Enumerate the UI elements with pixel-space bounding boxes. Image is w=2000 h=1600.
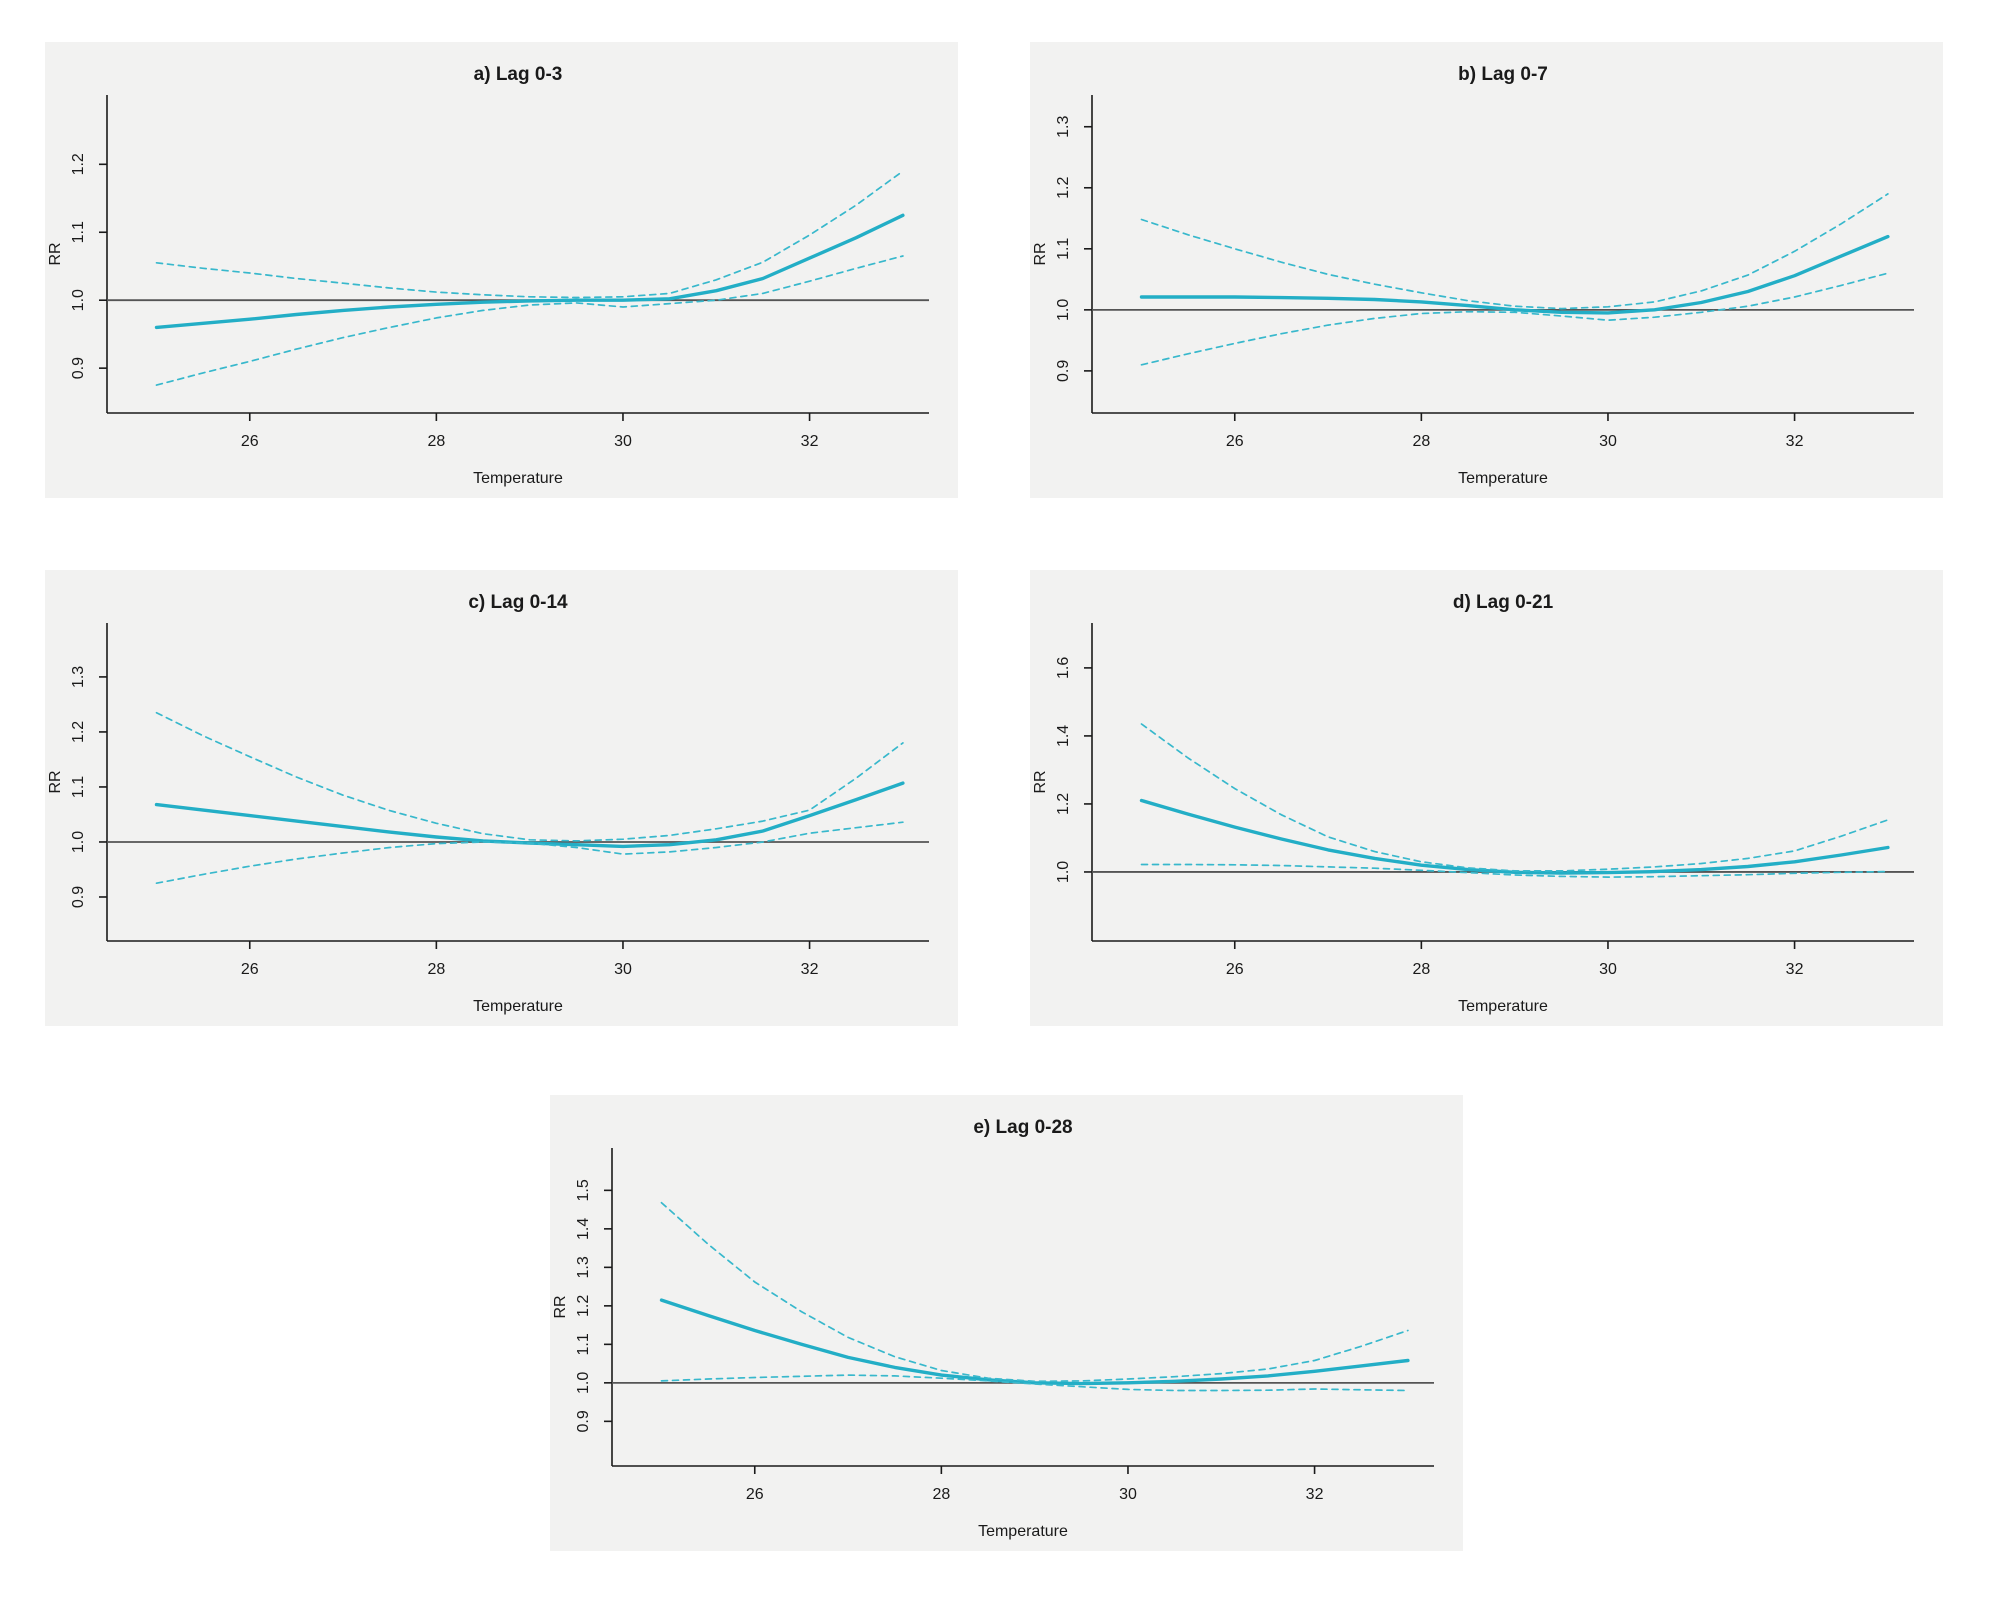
y-tick-label: 1.2: [575, 1295, 592, 1317]
rr-curve: [1139, 234, 1890, 315]
panel-lag-0-3: a) Lag 0-3 26 28 30 32 0.9 1.0 1.1 1.2 Temperatur…: [45, 42, 958, 498]
panel-lag-0-14: c) Lag 0-14 26 28 30 32 0.9 1.0 1.1 1.2 1.3 Temper…: [45, 570, 958, 1026]
y-tick-label: 1.1: [575, 1333, 592, 1355]
y-tick-label: 1.4: [1055, 725, 1072, 747]
panel-lag-0-21: d) Lag 0-21 26 28 30 32 1.0 1.2 1.4 1.6 Temperatu…: [1030, 570, 1943, 1026]
chart-svg-e: e) Lag 0-28 26 28 30 32 0.9 1.0 1.1 1.2 1.3 1.4 1.5…: [552, 1117, 1434, 1540]
x-tick-label: 32: [1786, 961, 1804, 978]
ci-lower-curve: [660, 1374, 1409, 1392]
x-tick-label: 28: [1412, 433, 1430, 450]
x-tick-label: 30: [1119, 1486, 1137, 1503]
y-tick-label: 1.0: [575, 1372, 592, 1394]
y-tick-label: 0.9: [70, 357, 87, 379]
y-tick-label: 1.1: [1055, 238, 1072, 260]
ci-lower-curve: [155, 821, 904, 885]
y-tick-label: 0.9: [575, 1410, 592, 1432]
y-axis-label: RR: [47, 770, 64, 793]
ci-upper-curve: [660, 1201, 1409, 1383]
chart-svg-d: d) Lag 0-21 26 28 30 32 1.0 1.2 1.4 1.6 Temperatu…: [1032, 592, 1914, 1015]
x-axis-label: Temperature: [473, 998, 563, 1015]
x-tick-label: 32: [801, 433, 819, 450]
ci-upper-curve: [155, 711, 904, 842]
x-tick-label: 26: [241, 433, 259, 450]
y-tick-label: 1.0: [1055, 861, 1072, 883]
x-tick-label: 32: [1786, 433, 1804, 450]
y-axis-label: RR: [1032, 242, 1049, 265]
y-axis-label: RR: [552, 1295, 569, 1318]
x-tick-label: 32: [1306, 1486, 1324, 1503]
panel-title: c) Lag 0-14: [468, 592, 568, 613]
x-tick-label: 30: [614, 433, 632, 450]
ci-lower-curve: [155, 255, 904, 386]
y-tick-label: 1.4: [575, 1218, 592, 1240]
panel-title: a) Lag 0-3: [474, 64, 563, 85]
y-tick-label: 1.3: [575, 1256, 592, 1278]
y-tick-label: 0.9: [1055, 360, 1072, 382]
x-tick-label: 26: [241, 961, 259, 978]
y-tick-label: 1.2: [70, 721, 87, 743]
y-tick-label: 1.2: [1055, 793, 1072, 815]
x-tick-label: 28: [1412, 961, 1430, 978]
ci-lower-curve: [1140, 863, 1889, 878]
y-tick-label: 1.1: [70, 776, 87, 798]
rr-curve: [154, 213, 905, 330]
x-tick-label: 32: [801, 961, 819, 978]
y-tick-label: 1.0: [1055, 299, 1072, 321]
panel-lag-0-28: e) Lag 0-28 26 28 30 32 0.9 1.0 1.1 1.2 1.3 1.4 1.5…: [550, 1095, 1463, 1551]
x-axis-label: Temperature: [1458, 470, 1548, 487]
y-tick-label: 1.3: [70, 666, 87, 688]
y-tick-label: 1.1: [70, 221, 87, 243]
x-tick-label: 28: [427, 961, 445, 978]
y-tick-label: 1.0: [70, 289, 87, 311]
y-tick-label: 1.3: [1055, 116, 1072, 138]
ci-upper-curve: [1140, 723, 1889, 872]
rr-curve: [1139, 798, 1890, 875]
y-tick-label: 1.5: [575, 1179, 592, 1201]
x-tick-label: 28: [427, 433, 445, 450]
ci-lower-curve: [1140, 272, 1889, 366]
x-tick-label: 30: [1599, 961, 1617, 978]
x-axis-label: Temperature: [978, 1523, 1068, 1540]
x-tick-label: 26: [746, 1486, 764, 1503]
y-tick-label: 1.0: [70, 831, 87, 853]
x-tick-label: 28: [932, 1486, 950, 1503]
ci-upper-curve: [155, 170, 904, 299]
panel-lag-0-7: b) Lag 0-7 26 28 30 32 0.9 1.0 1.1 1.2 1.3 Tempera…: [1030, 42, 1943, 498]
chart-svg-b: b) Lag 0-7 26 28 30 32 0.9 1.0 1.1 1.2 1.3 Tempera…: [1032, 64, 1914, 487]
x-tick-label: 26: [1226, 433, 1244, 450]
y-tick-label: 0.9: [70, 886, 87, 908]
x-axis-label: Temperature: [473, 470, 563, 487]
x-tick-label: 26: [1226, 961, 1244, 978]
y-tick-label: 1.2: [1055, 177, 1072, 199]
y-tick-label: 1.6: [1055, 657, 1072, 679]
panel-title: b) Lag 0-7: [1458, 64, 1548, 85]
chart-svg-c: c) Lag 0-14 26 28 30 32 0.9 1.0 1.1 1.2 1.3 Temper…: [47, 592, 929, 1015]
x-tick-label: 30: [614, 961, 632, 978]
panel-title: d) Lag 0-21: [1453, 592, 1554, 613]
x-axis-label: Temperature: [1458, 998, 1548, 1015]
x-tick-label: 30: [1599, 433, 1617, 450]
ci-upper-curve: [1140, 193, 1889, 310]
panel-title: e) Lag 0-28: [973, 1117, 1072, 1138]
y-tick-label: 1.2: [70, 153, 87, 175]
rr-curve: [659, 1298, 1410, 1386]
y-axis-label: RR: [1032, 770, 1049, 793]
chart-svg-a: a) Lag 0-3 26 28 30 32 0.9 1.0 1.1 1.2 Temperatur…: [47, 64, 929, 487]
y-axis-label: RR: [47, 242, 64, 265]
